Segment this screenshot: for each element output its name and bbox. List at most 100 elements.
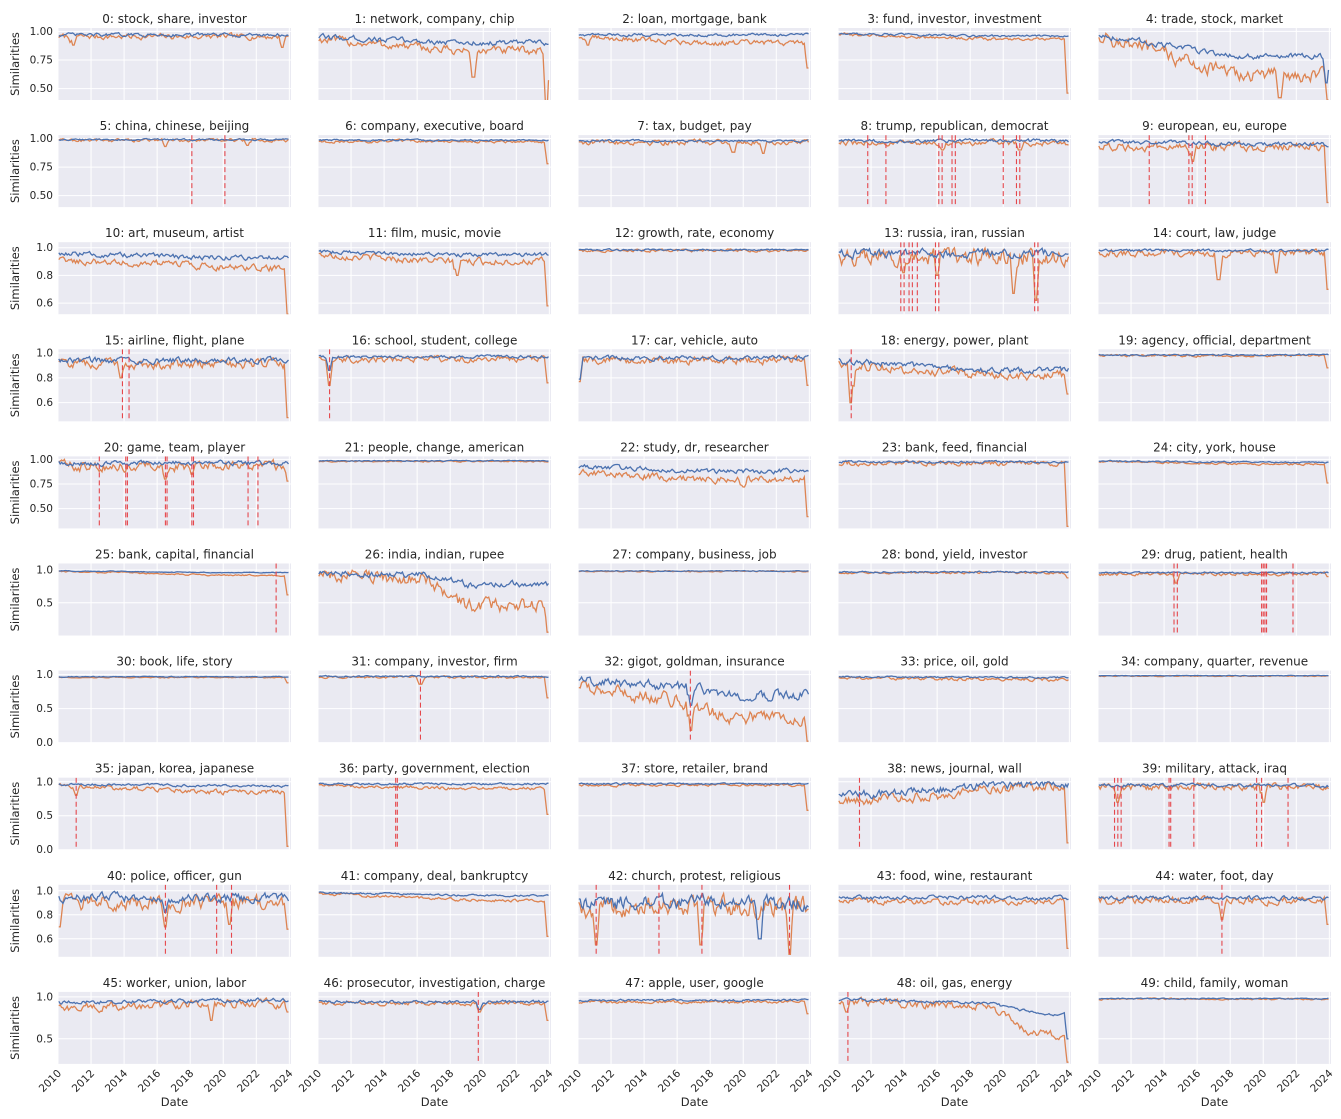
panel-19: 19: agency, official, department (1097, 333, 1331, 422)
series-red-line (58, 31, 289, 49)
panel-7: 7: tax, budget, pay (577, 119, 811, 208)
series-blue-line (1098, 674, 1329, 677)
series-red-line (58, 996, 289, 1022)
x-tick-label: 2014 (1143, 1067, 1171, 1095)
x-tick-label: 2018 (689, 1068, 716, 1095)
panel-title: 0: stock, share, investor (102, 12, 247, 26)
plot-area (838, 777, 1070, 850)
series-blue-line (838, 137, 1069, 144)
y-tick-label: 0.8 (36, 909, 53, 921)
panel-32: 32: gigot, goldman, insurance (577, 655, 811, 744)
panel-background (58, 242, 291, 315)
series-red-line (578, 999, 809, 1015)
series-blue-line (578, 782, 809, 786)
plot-area (838, 459, 1069, 528)
panel-33: 33: price, oil, gold (837, 655, 1071, 744)
panel-24: 24: city, york, house (1097, 440, 1331, 529)
plot-area (578, 670, 810, 743)
y-tick-label: 1.0 (36, 991, 53, 1003)
series-blue-line (318, 459, 549, 463)
y-tick-label: 1.0 (36, 776, 53, 788)
panel-title: 4: trade, stock, market (1146, 12, 1283, 26)
panel-44: 44: water, foot, day (1097, 869, 1331, 957)
panel-title: 43: food, wine, restaurant (877, 869, 1033, 883)
series-blue-line (58, 31, 289, 38)
panel-38: 38: news, journal, wall (837, 762, 1071, 851)
panel-background (58, 884, 291, 957)
y-axis-label: Similarities (8, 246, 22, 310)
series-blue-line (838, 675, 1069, 680)
panel-title: 12: growth, rate, economy (615, 226, 775, 240)
y-tick-label: 0.6 (36, 933, 53, 945)
y-tick-label: 1.00 (30, 454, 53, 466)
series-red-line (838, 780, 1069, 844)
y-tick-label: 0.5 (36, 810, 53, 822)
panel-title: 40: police, officer, gun (107, 869, 242, 883)
x-tick-label: 2016 (136, 1067, 164, 1095)
plot-area (1098, 997, 1329, 1001)
y-axis-label: Similarities (8, 889, 22, 953)
panel-title: 20: game, team, player (104, 440, 245, 454)
panel-title: 27: company, business, job (612, 548, 776, 562)
panel-45: 45: worker, union, labor 1.0 0.5 Similariti… (8, 976, 296, 1109)
plot-area (58, 135, 289, 208)
series-red-line (578, 782, 809, 811)
plot-area (1098, 135, 1329, 208)
panel-title: 39: military, attack, iraq (1142, 762, 1287, 776)
y-tick-label: 0.8 (36, 372, 53, 384)
series-blue-line (1098, 782, 1329, 789)
plot-area (58, 563, 289, 636)
plot-area (578, 463, 809, 518)
panel-30: 30: book, life, story 1.0 0.5 0.0 Similariti… (8, 655, 291, 749)
plot-area (1098, 459, 1329, 484)
plot-area (838, 991, 1069, 1064)
panel-title: 29: drug, patient, health (1141, 548, 1288, 562)
x-tick-label: 2014 (623, 1067, 651, 1095)
x-tick-label: 2014 (103, 1067, 131, 1095)
series-red-line (838, 459, 1069, 528)
series-blue-line (1098, 459, 1329, 464)
x-tick-label: 2018 (1209, 1068, 1236, 1095)
y-tick-label: 0.0 (36, 737, 53, 749)
series-red-line (58, 256, 289, 315)
panel-background (318, 777, 551, 850)
panel-49: 49: child, family, woman 2010 2012 2014 2016… (1077, 976, 1336, 1109)
panel-background (58, 777, 291, 850)
panel-background (1098, 349, 1331, 422)
series-blue-line (578, 463, 809, 475)
y-axis-label: Similarities (8, 782, 22, 846)
panel-37: 37: store, retailer, brand (577, 762, 811, 851)
x-tick-label: 2016 (1176, 1067, 1204, 1095)
panel-background (838, 884, 1071, 957)
x-tick-label: 2022 (235, 1068, 262, 1095)
panel-title: 19: agency, official, department (1118, 333, 1311, 347)
panel-14: 14: court, law, judge (1097, 226, 1331, 315)
series-blue-line (838, 780, 1070, 800)
y-tick-label: 0.75 (30, 162, 53, 174)
plot-area (838, 242, 1070, 315)
series-red-line (318, 252, 549, 307)
panel-title: 44: water, foot, day (1155, 869, 1273, 883)
panel-12: 12: growth, rate, economy (577, 226, 811, 315)
plot-area (318, 569, 550, 633)
panel-22: 22: study, dr, researcher (577, 440, 811, 529)
panel-title: 11: film, music, movie (368, 226, 501, 240)
plot-area (58, 777, 289, 850)
panel-title: 2: loan, mortgage, bank (622, 12, 767, 26)
plot-area (1098, 353, 1329, 369)
plot-area (1098, 884, 1329, 957)
panel-20: 20: game, team, player 1.00 0.75 0.50 Simila… (8, 440, 291, 529)
panel-title: 42: church, protest, religious (608, 869, 781, 883)
x-tick-label: 2012 (1110, 1068, 1137, 1095)
panel-background (838, 991, 1071, 1064)
panel-title: 17: car, vehicle, auto (631, 333, 758, 347)
panel-title: 48: oil, gas, energy (897, 976, 1012, 990)
panel-41: 41: company, deal, bankruptcy (317, 869, 551, 957)
series-blue-line (1098, 138, 1329, 148)
plot-area (58, 996, 289, 1022)
panel-title: 34: company, quarter, revenue (1121, 655, 1308, 669)
panel-3: 3: fund, investor, investment (837, 12, 1071, 100)
plot-area (1098, 674, 1329, 678)
panel-42: 42: church, protest, religious (577, 869, 811, 957)
x-tick-label: 2020 (462, 1068, 489, 1095)
